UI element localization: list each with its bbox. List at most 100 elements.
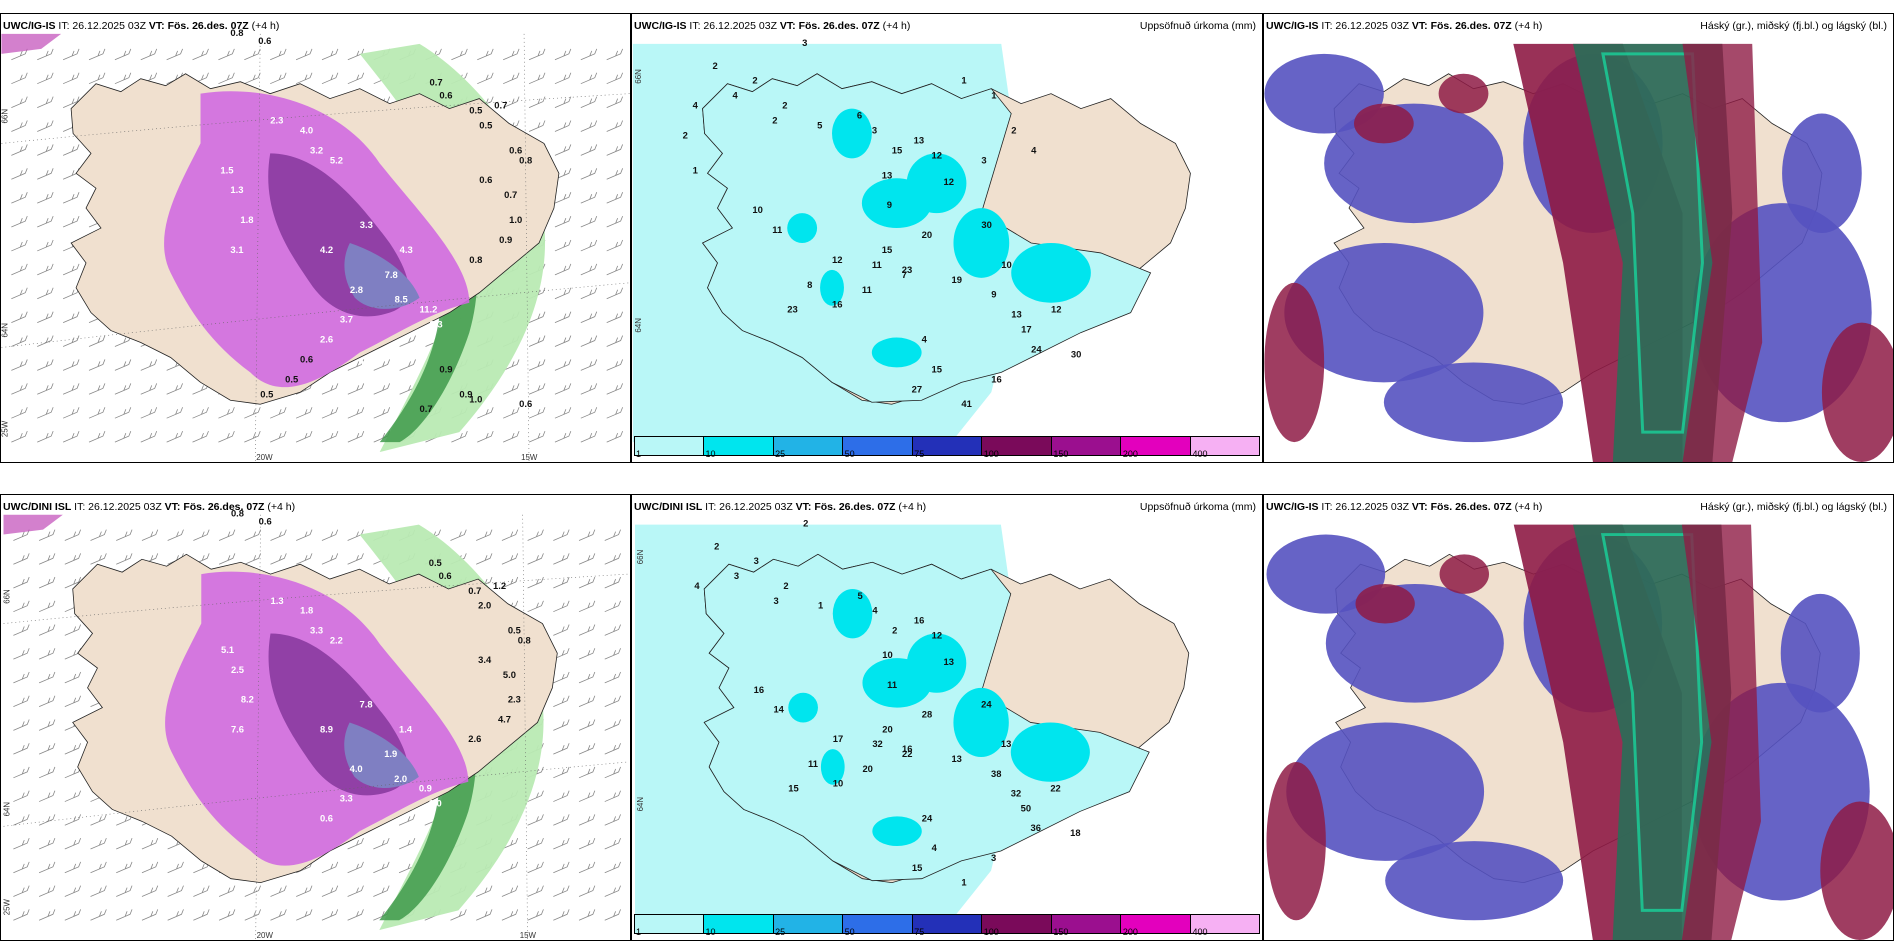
precip-value-label: 1.0 <box>469 394 482 405</box>
precip-value-label: 0.7 <box>420 404 433 415</box>
precip-area <box>906 153 967 214</box>
accum-value-label: 4 <box>694 580 700 591</box>
precip-value-label: 0.9 <box>419 783 432 794</box>
colorbar-cell <box>912 437 983 455</box>
colorbar-tick-label: 75 <box>914 927 925 937</box>
accum-value-label: 11 <box>772 225 782 236</box>
panel-title: UWC/IG-IS IT: 26.12.2025 03Z VT: Fös. 26… <box>634 20 910 32</box>
precip-area <box>832 588 873 639</box>
init-time: IT: 26.12.2025 03Z <box>686 20 780 32</box>
init-time: IT: 26.12.2025 03Z <box>1318 20 1412 32</box>
accum-value-label: 11 <box>808 758 818 769</box>
precip-area <box>871 337 922 368</box>
precip-value-label: 0.6 <box>300 354 313 365</box>
precip-value-label: 7.6 <box>231 723 244 734</box>
precip-value-label: 8.2 <box>241 694 254 705</box>
accum-value-label: 1 <box>961 76 966 87</box>
accum-value-label: 24 <box>922 812 933 823</box>
accum-value-label: 4 <box>872 605 878 616</box>
colorbar-cell <box>773 915 844 933</box>
accum-value-label: 1 <box>693 165 698 176</box>
mid-cloud-area <box>1354 103 1414 144</box>
precip-value-label: 2.3 <box>270 116 283 127</box>
colorbar-cell <box>982 437 1052 455</box>
accum-value-label: 16 <box>832 300 843 311</box>
accum-value-label: 11 <box>887 679 897 690</box>
precip-area <box>872 816 922 847</box>
accum-value-label: 16 <box>754 684 764 695</box>
accum-value-label: 2 <box>713 61 718 72</box>
precip-value-label: 8.9 <box>320 723 333 734</box>
accum-value-label: 36 <box>1031 822 1041 833</box>
colorbar-cell <box>1051 915 1122 933</box>
colorbar-cell <box>912 915 983 933</box>
panel-title: UWC/IG-IS IT: 26.12.2025 03Z VT: Fös. 26… <box>1266 20 1542 32</box>
precip-value-label: 0.6 <box>320 812 333 823</box>
accum-value-label: 30 <box>1071 349 1082 360</box>
precip-area <box>1010 722 1090 782</box>
precip-value-label: 2.0 <box>478 600 491 611</box>
precip-value-label: 3.4 <box>478 654 492 665</box>
colorbar-tick-label: 150 <box>1053 927 1069 937</box>
precip-value-label: 0.8 <box>519 155 532 166</box>
colorbar-tick-label: 75 <box>914 449 925 459</box>
colorbar-cell <box>1190 915 1259 933</box>
accum-value-label: 32 <box>872 738 882 749</box>
accum-value-label: 23 <box>787 305 798 316</box>
precip-value-label: 1.4 <box>399 723 413 734</box>
accum-value-label: 5 <box>858 590 863 601</box>
precip-value-label: 1.9 <box>384 748 397 759</box>
low-cloud-area <box>1324 103 1504 224</box>
accum-value-label: 15 <box>882 245 893 256</box>
model-name: UWC/IG-IS <box>1266 501 1319 513</box>
colorbar-tick-label: 25 <box>775 927 786 937</box>
precip-value-label: 0.6 <box>479 175 492 186</box>
precip-value-label: 7.8 <box>385 270 398 281</box>
low-cloud-area <box>1782 113 1862 234</box>
mid-cloud-area <box>1355 584 1415 624</box>
colorbar-cell <box>1190 437 1259 455</box>
low-cloud-area <box>1264 53 1384 134</box>
accum-value-label: 12 <box>944 177 955 188</box>
accum-value-label: 2 <box>752 76 757 87</box>
accum-value-label: 10 <box>752 205 763 216</box>
low-cloud-area <box>1286 722 1485 861</box>
accum-value-label: 11 <box>872 260 882 271</box>
precip-value-label: 1.8 <box>240 215 253 226</box>
precip-value-label: 1.0 <box>429 798 442 809</box>
precip-value-label: 1.2 <box>493 580 506 591</box>
panel-field-title: Háský (gr.), miðský (fj.bl.) og lágský (… <box>1700 20 1887 32</box>
accum-value-label: 27 <box>912 384 923 395</box>
colorbar-legend <box>634 914 1260 934</box>
precip-value-label: 0.5 <box>260 389 273 400</box>
precip-value-label: 0.7 <box>468 585 481 596</box>
accum-value-label: 8 <box>807 280 812 291</box>
model-name: UWC/IG-IS <box>3 20 56 32</box>
accum-value-label: 13 <box>882 170 893 181</box>
low-cloud-area <box>1383 362 1564 443</box>
accum-value-label: 2 <box>782 101 787 112</box>
accum-value-label: 20 <box>862 763 872 774</box>
precip-value-label: 0.7 <box>429 78 442 89</box>
precip-value-label: 0.8 <box>230 28 243 39</box>
precip-value-label: 3.1 <box>230 245 243 256</box>
mid-cloud-area <box>1820 801 1893 940</box>
precip-value-label: 2.5 <box>231 664 244 675</box>
precip-value-label: 0.6 <box>258 36 271 47</box>
colorbar-cell <box>635 437 705 455</box>
colorbar-tick-label: 200 <box>1122 449 1138 459</box>
accum-value-label: 19 <box>951 275 962 286</box>
valid-time: VT: Fös. 26.des. 07Z <box>164 501 265 513</box>
axis-label: 64N <box>1 323 9 338</box>
accum-value-label: 16 <box>914 615 924 626</box>
axis-label: 66N <box>636 549 645 564</box>
accum-value-label: 50 <box>1021 802 1031 813</box>
colorbar-cell <box>1121 915 1191 933</box>
accum-value-label: 3 <box>734 570 739 581</box>
accum-value-label: 16 <box>902 743 912 754</box>
accum-value-label: 3 <box>872 125 877 136</box>
accum-value-label: 15 <box>892 145 903 156</box>
accum-value-label: 12 <box>932 629 942 640</box>
